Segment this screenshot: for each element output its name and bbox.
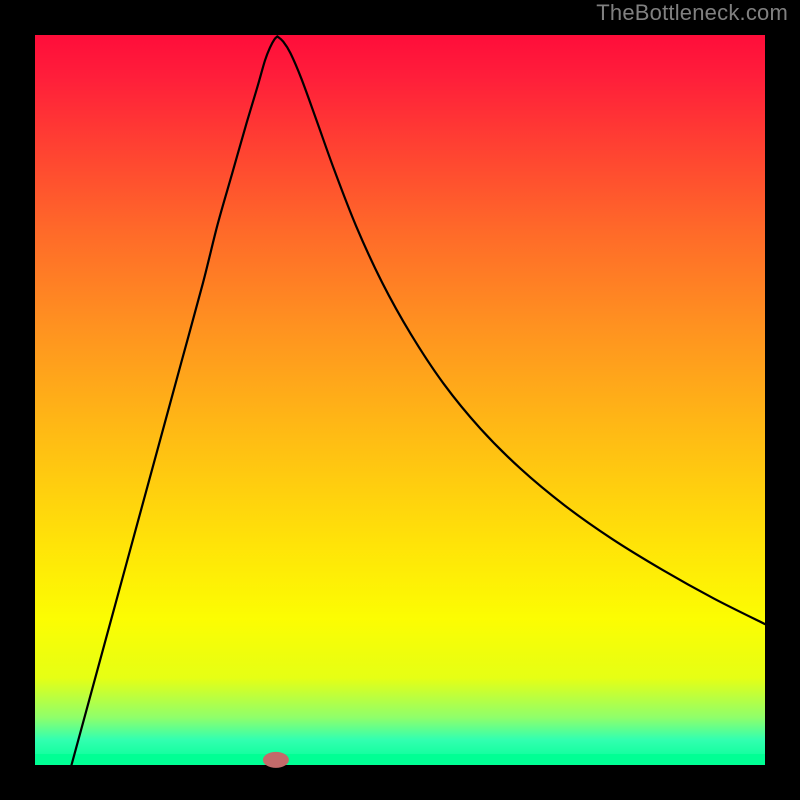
green-floor-band [35, 754, 765, 765]
bottleneck-chart [0, 0, 800, 800]
watermark-text: TheBottleneck.com [596, 0, 788, 26]
plot-background [35, 35, 765, 765]
minimum-marker [263, 752, 289, 768]
chart-wrap: TheBottleneck.com [0, 0, 800, 800]
